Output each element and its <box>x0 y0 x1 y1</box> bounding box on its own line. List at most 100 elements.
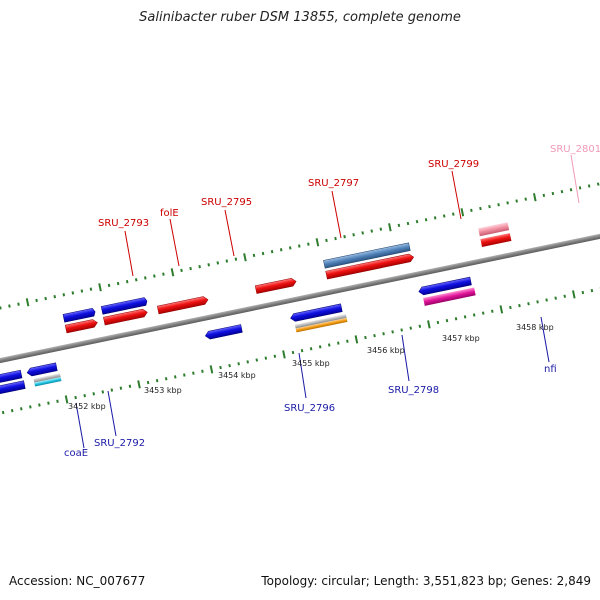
kbp-label: 3456 kbp <box>367 346 405 355</box>
major-tick <box>137 380 141 389</box>
major-tick <box>354 335 359 344</box>
lower-tick-track <box>1 287 600 415</box>
minor-tick <box>370 229 374 233</box>
gene-label-SRU_2796[interactable]: SRU_2796 <box>284 403 335 414</box>
minor-tick <box>364 335 367 340</box>
gene-label-SRU_2793[interactable]: SRU_2793 <box>98 218 149 229</box>
minor-tick <box>409 326 413 330</box>
minor-tick <box>110 388 114 392</box>
minor-tick <box>581 290 585 295</box>
minor-tick <box>164 377 168 381</box>
gene-label-folE[interactable]: folE <box>160 208 179 219</box>
minor-tick <box>116 281 120 286</box>
major-tick <box>460 208 465 217</box>
major-tick <box>25 298 30 307</box>
gene-coaE-blue[interactable] <box>0 369 23 387</box>
minor-tick <box>29 405 32 409</box>
minor-tick <box>270 249 274 254</box>
minor-tick <box>479 206 482 211</box>
gene-SRU_2792-gray[interactable] <box>33 373 61 383</box>
minor-tick <box>44 296 47 301</box>
major-tick <box>499 305 504 314</box>
minor-tick <box>536 300 539 304</box>
minor-tick <box>56 399 59 403</box>
major-tick <box>533 193 537 202</box>
gene-label-coaE[interactable]: coaE <box>64 448 88 459</box>
minor-tick <box>472 313 476 317</box>
minor-tick <box>62 293 66 297</box>
minor-tick <box>125 279 129 284</box>
minor-tick <box>101 390 105 394</box>
minor-tick <box>418 324 422 328</box>
gene-folE-red[interactable] <box>103 308 148 326</box>
minor-tick <box>10 408 14 413</box>
minor-tick <box>578 186 582 190</box>
minor-tick <box>309 347 313 351</box>
minor-tick <box>463 315 467 319</box>
minor-tick <box>83 393 86 398</box>
minor-tick <box>255 358 259 362</box>
gene-SRU_2801-pink[interactable] <box>478 222 510 237</box>
minor-tick <box>451 212 455 216</box>
gene-nfi-blue[interactable] <box>418 276 472 296</box>
kbp-label: 3454 kbp <box>218 371 256 380</box>
gene-SRU_2798-blue[interactable] <box>290 303 343 322</box>
gene-SRU_2799-steel[interactable] <box>323 242 411 269</box>
minor-tick <box>198 264 201 269</box>
minor-tick <box>424 218 428 222</box>
gene-SRU_2797[interactable] <box>254 277 297 294</box>
gene-nfi-magenta[interactable] <box>423 287 476 306</box>
gene-SRU_2795[interactable] <box>156 296 209 315</box>
gene-label-nfi[interactable]: nfi <box>544 364 557 375</box>
minor-tick <box>569 188 573 192</box>
minor-tick <box>454 317 458 321</box>
gene-SRU_2798-orange[interactable] <box>295 317 348 333</box>
minor-tick <box>300 348 304 353</box>
gene-SRU_2793-blue[interactable] <box>62 308 96 323</box>
minor-tick <box>207 263 210 267</box>
kbp-label: 3458 kbp <box>516 323 554 332</box>
minor-tick <box>8 304 11 308</box>
major-tick <box>243 253 247 262</box>
minor-tick <box>228 363 231 368</box>
gene-SRU_2799-red[interactable] <box>325 253 415 280</box>
minor-tick <box>406 221 410 226</box>
gene-label-SRU_2797[interactable]: SRU_2797 <box>308 178 359 189</box>
kbp-label: 3457 kbp <box>442 334 480 343</box>
minor-tick <box>433 216 437 220</box>
minor-tick <box>298 244 301 248</box>
gene-label-SRU_2792[interactable]: SRU_2792 <box>94 438 145 449</box>
gene-SRU_2792-cyan[interactable] <box>34 377 62 387</box>
gene-coaE-blue-2[interactable] <box>0 380 26 397</box>
gene-SRU_2801-red[interactable] <box>480 233 512 247</box>
genome-summary-text: Topology: circular; Length: 3,551,823 bp… <box>261 574 591 588</box>
gene-SRU_2798-gray[interactable] <box>294 314 347 329</box>
gene-label-SRU_2801[interactable]: SRU_2801 <box>550 144 600 155</box>
minor-tick <box>38 403 41 407</box>
gene-SRU_2796[interactable] <box>204 324 243 340</box>
minor-tick <box>246 360 249 364</box>
minor-tick <box>134 278 138 282</box>
major-tick <box>388 223 392 232</box>
gene-SRU_2793-red[interactable] <box>64 319 98 334</box>
minor-tick <box>470 208 473 213</box>
minor-tick <box>554 296 557 300</box>
minor-tick <box>261 251 265 256</box>
minor-tick <box>189 266 192 271</box>
minor-tick <box>264 356 268 360</box>
minor-tick <box>436 320 440 325</box>
minor-tick <box>343 234 346 239</box>
minor-tick <box>144 276 147 280</box>
minor-tick <box>488 204 491 209</box>
minor-tick <box>237 362 240 366</box>
minor-tick <box>325 238 328 243</box>
gene-label-SRU_2798[interactable]: SRU_2798 <box>388 385 439 396</box>
minor-tick <box>481 311 485 315</box>
gene-folE-blue[interactable] <box>100 297 148 315</box>
gene-SRU_2792-blue[interactable] <box>26 362 58 377</box>
gene-label-SRU_2795[interactable]: SRU_2795 <box>201 197 252 208</box>
gene-label-SRU_2799[interactable]: SRU_2799 <box>428 159 479 170</box>
minor-tick <box>445 318 449 323</box>
callout-SRU_2795 <box>224 209 235 257</box>
